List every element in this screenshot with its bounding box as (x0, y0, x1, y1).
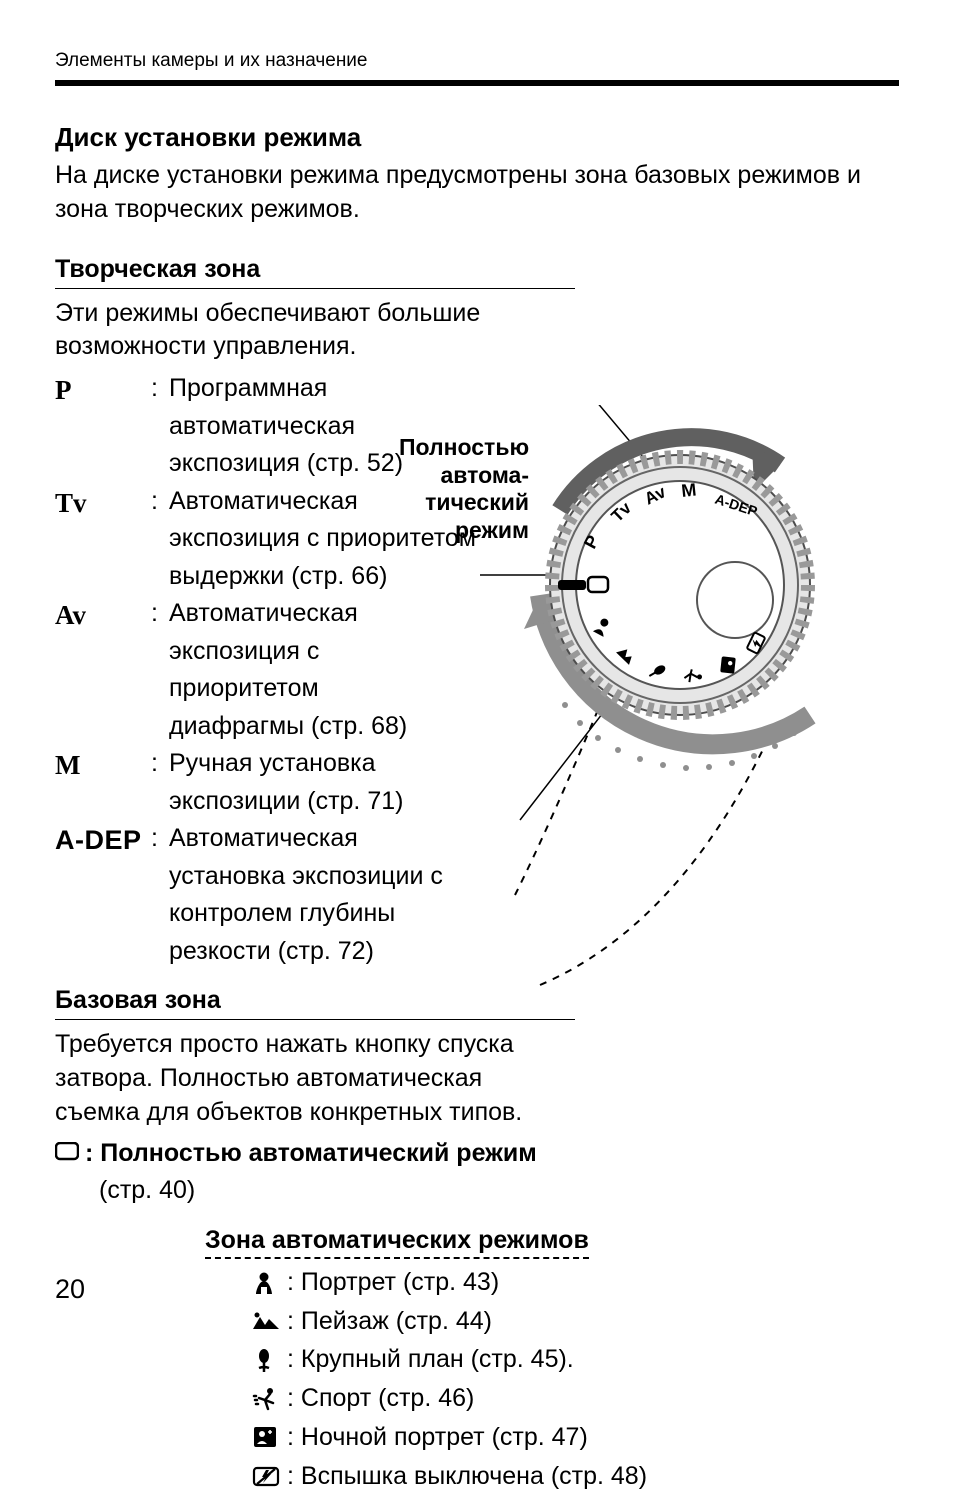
mode-colon: : (151, 370, 169, 408)
auto-label: Вспышка выключена (стр. 48) (301, 1462, 647, 1490)
portrait-icon (253, 1270, 287, 1294)
mode-desc: Автоматическая экспозиция с приоритетом … (169, 595, 459, 745)
creative-rule (55, 288, 575, 289)
landscape-icon (253, 1311, 287, 1331)
mode-symbol-av: Av (55, 595, 151, 636)
mode-row: Av : Автоматическая экспозиция с приорит… (55, 595, 485, 745)
creative-heading: Творческая зона (55, 255, 899, 284)
dial-callout-label: Полностью автома- тический режим (399, 434, 529, 544)
auto-label: Крупный план (стр. 45). (301, 1345, 574, 1373)
auto-label: Спорт (стр. 46) (301, 1384, 474, 1412)
auto-row: : Пейзаж (стр. 44) (253, 1302, 899, 1341)
auto-row: : Крупный план (стр. 45). (253, 1340, 899, 1379)
section-title: Диск установки режима (55, 122, 899, 153)
mode-colon: : (151, 595, 169, 633)
mode-colon: : (151, 483, 169, 521)
basic-heading: Базовая зона (55, 986, 899, 1015)
auto-mode-list: : Портрет (стр. 43) : Пейзаж (стр. 44) :… (253, 1263, 899, 1495)
mode-desc: Автоматическая установка экспозиции с ко… (169, 820, 479, 970)
auto-label: Ночной портрет (стр. 47) (301, 1423, 588, 1451)
auto-row: : Вспышка выключена (стр. 48) (253, 1457, 899, 1495)
page-number: 20 (55, 1274, 85, 1305)
mode-row: M : Ручная установка экспозиции (стр. 71… (55, 745, 485, 820)
mode-colon: : (151, 820, 169, 858)
flash-off-icon (253, 1465, 287, 1487)
header-rule (55, 80, 899, 86)
section-intro: На диске установки режима предусмотрены … (55, 159, 899, 227)
mode-symbol-tv: Tv (55, 483, 151, 524)
auto-row: : Портрет (стр. 43) (253, 1263, 899, 1302)
auto-label: Портрет (стр. 43) (301, 1268, 499, 1296)
mode-desc: Ручная установка экспозиции (стр. 71) (169, 745, 409, 820)
full-auto-row: : Полностью автоматический режим (стр. 4… (55, 1135, 899, 1208)
auto-row: : Спорт (стр. 46) (253, 1379, 899, 1418)
mode-symbol-m: M (55, 745, 151, 786)
mode-symbol-p: P (55, 370, 151, 411)
full-auto-label: Полностью автоматический режим (100, 1139, 536, 1167)
basic-rule (55, 1019, 575, 1020)
running-head: Элементы камеры и их назначение (55, 50, 899, 72)
auto-label: Пейзаж (стр. 44) (301, 1307, 492, 1335)
night-portrait-icon (253, 1426, 287, 1448)
mode-symbol-adep: A-DEP (55, 820, 151, 861)
creative-intro: Эти режимы обеспечивают большие возможно… (55, 297, 485, 365)
full-auto-rect-icon (55, 1135, 85, 1171)
macro-icon (253, 1348, 287, 1372)
basic-intro: Требуется просто нажать кнопку спуска за… (55, 1028, 555, 1129)
sports-icon (253, 1387, 287, 1409)
mode-colon: : (151, 745, 169, 783)
auto-row: : Ночной портрет (стр. 47) (253, 1418, 899, 1457)
mode-row: A-DEP : Автоматическая установка экспози… (55, 820, 485, 970)
auto-zone-heading: Зона автоматических режимов (205, 1226, 899, 1259)
full-auto-page: (стр. 40) (99, 1176, 195, 1204)
